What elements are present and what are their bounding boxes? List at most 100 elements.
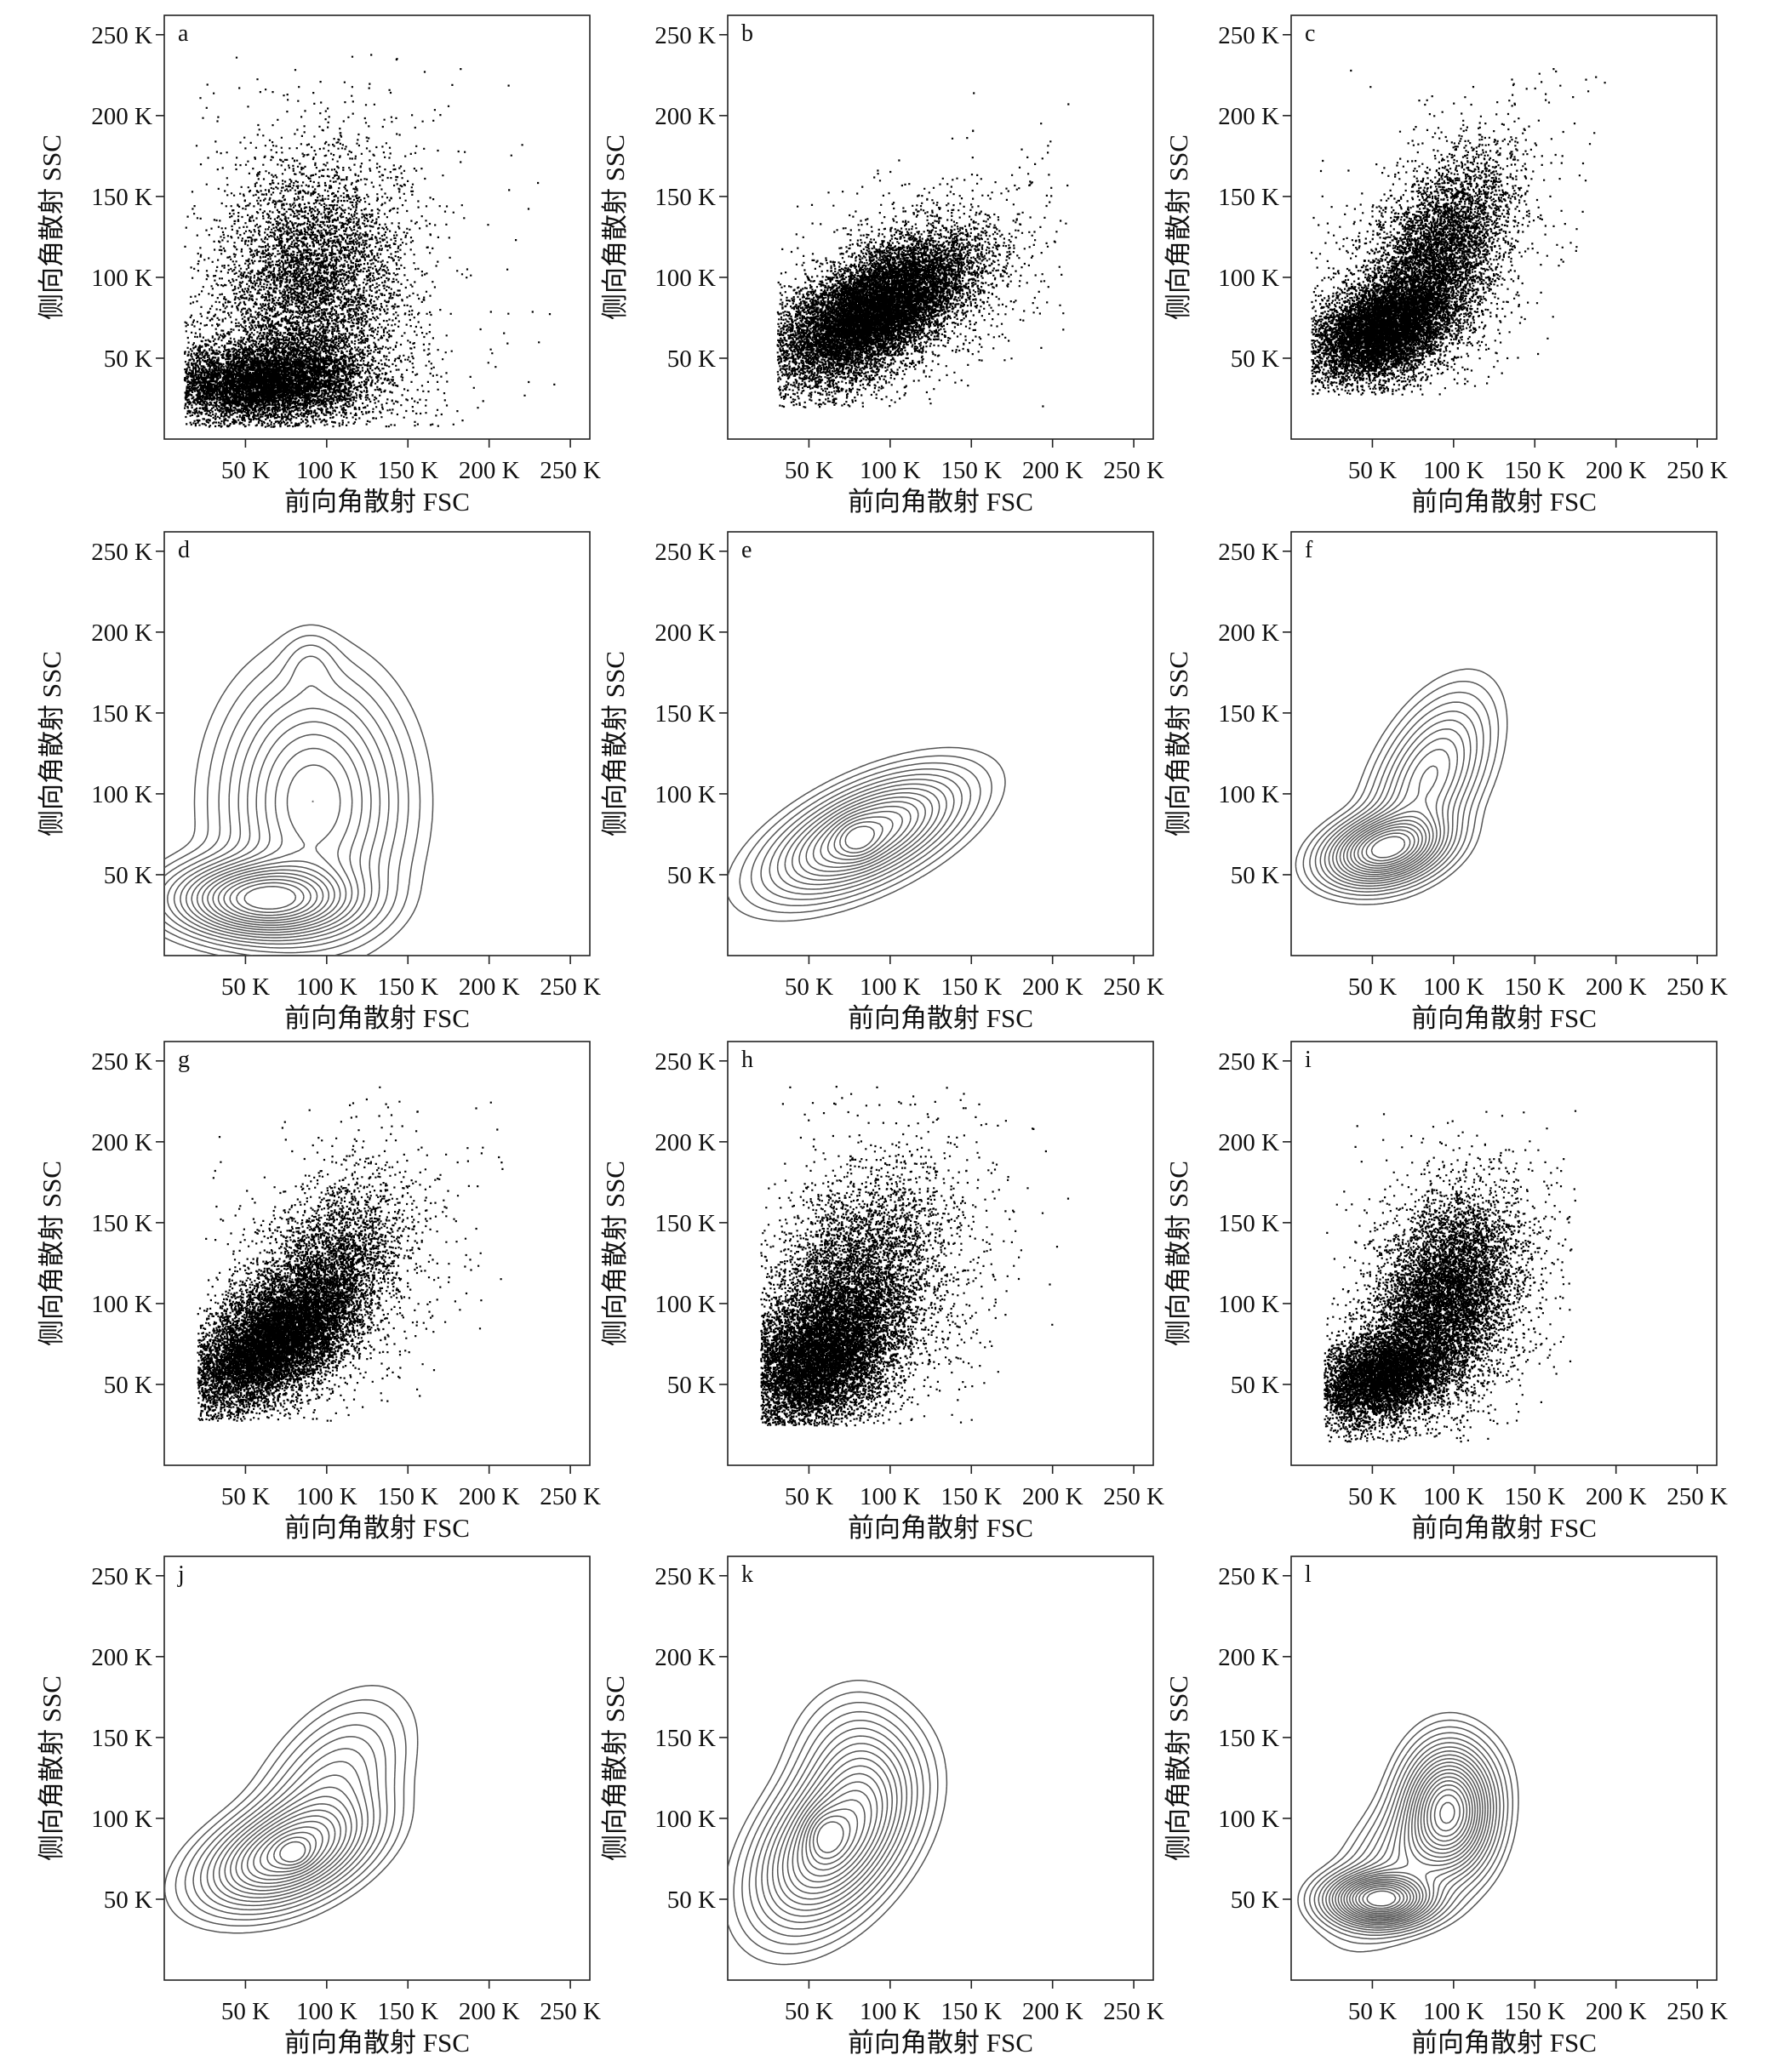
x-tick-label: 200 K: [1586, 1998, 1647, 2025]
plot-marks: [760, 1086, 1070, 1427]
plot-frame: [163, 531, 591, 956]
contour-line: [797, 1781, 878, 1883]
scatter-points: [183, 54, 556, 428]
contour-line: [728, 1680, 948, 1966]
x-axis-title: 前向角散射 FSC: [1411, 1003, 1597, 1033]
x-tick-label: 100 K: [296, 1998, 357, 2025]
contour-line: [167, 685, 390, 945]
x-axis-title: 前向角散射 FSC: [284, 2028, 470, 2058]
contour-line: [1337, 1761, 1484, 1922]
x-tick-label: 200 K: [1022, 1998, 1083, 2025]
x-tick-label: 50 K: [221, 1998, 270, 2025]
x-tick-label: 150 K: [377, 1483, 438, 1510]
contour-line: [164, 655, 399, 949]
y-tick-label: 100 K: [1218, 265, 1279, 292]
contour-line: [1328, 728, 1465, 884]
x-tick-label: 50 K: [221, 1483, 270, 1510]
x-tick-label: 100 K: [296, 973, 357, 1001]
contour-line: [243, 886, 297, 910]
contour-line: [1346, 1772, 1476, 1918]
y-tick-label: 100 K: [1218, 781, 1279, 808]
contour-line: [1318, 1737, 1501, 1933]
x-tick-label: 150 K: [1504, 457, 1565, 484]
x-tick-label: 150 K: [377, 1998, 438, 2025]
y-tick-label: 100 K: [655, 265, 716, 292]
x-tick-label: 200 K: [459, 457, 520, 484]
x-tick-label: 200 K: [1586, 457, 1647, 484]
contour-line: [164, 644, 409, 954]
contour-line: [1323, 719, 1472, 887]
y-tick-label: 200 K: [1218, 1644, 1279, 1671]
y-tick-label: 50 K: [1231, 1886, 1279, 1914]
y-tick-label: 200 K: [655, 1129, 716, 1156]
y-axis-title: 侧向角散射 SSC: [37, 1161, 66, 1346]
y-axis-title: 侧向角散射 SSC: [600, 651, 630, 836]
x-tick-label: 150 K: [1504, 973, 1565, 1001]
x-tick-label: 150 K: [940, 973, 1002, 1001]
x-tick-label: 150 K: [940, 1483, 1002, 1510]
contour-line: [229, 878, 312, 916]
y-tick-label: 50 K: [667, 1372, 716, 1399]
y-tick-label: 100 K: [91, 1291, 152, 1318]
contour-line: [1340, 1765, 1481, 1921]
contour-line: [741, 1701, 931, 1945]
contour-line: [1346, 815, 1431, 873]
contour-line: [191, 747, 353, 933]
contour-line: [820, 805, 912, 865]
x-tick-label: 250 K: [1667, 457, 1728, 484]
contour-line: [812, 1815, 851, 1859]
panel-letter: c: [1305, 20, 1315, 47]
panel-letter: g: [178, 1047, 190, 1073]
y-tick-label: 250 K: [91, 539, 152, 566]
contour-line: [192, 1724, 388, 1915]
panel-i: i 50 K 100 K 150 K 200 K 250 K 50 K 100 K 150 K 2…: [1163, 1041, 1728, 1543]
x-tick-label: 50 K: [221, 457, 270, 484]
contour-line: [218, 1774, 363, 1898]
contour-line: [1303, 1719, 1514, 1944]
y-axis-title: 侧向角散射 SSC: [37, 1675, 66, 1861]
contour-line: [1325, 1746, 1495, 1929]
scatter-points: [1311, 68, 1606, 396]
plot-marks: [1311, 68, 1606, 396]
plot-marks: [728, 1680, 948, 1966]
x-tick-label: 100 K: [1423, 1998, 1484, 2025]
x-tick-label: 100 K: [860, 457, 921, 484]
contour-line: [826, 810, 904, 860]
contour-line: [1362, 1794, 1461, 1909]
y-tick-label: 200 K: [655, 619, 716, 647]
contour-line: [1319, 711, 1478, 890]
contour-line: [180, 721, 372, 939]
x-axis-title: 前向角散射 FSC: [848, 1003, 1033, 1033]
scatter-points: [197, 1086, 504, 1422]
x-axis-title: 前向角散射 FSC: [1411, 1513, 1597, 1543]
contour-line: [1309, 1726, 1509, 1940]
contour-line: [1361, 829, 1415, 865]
contour-line: [266, 1831, 317, 1869]
contour-line: [212, 1761, 369, 1903]
contour-line: [241, 1809, 341, 1885]
contour-line: [761, 1727, 913, 1923]
plot-frame: [163, 1041, 591, 1466]
y-tick-label: 200 K: [91, 1644, 152, 1671]
contour-line: [173, 707, 381, 942]
x-tick-label: 250 K: [540, 973, 601, 1001]
contour-line: [1302, 680, 1500, 900]
panel-a: a 50 K 100 K 150 K 200 K 250 K 50 K 100 K 150 K 2…: [37, 14, 601, 517]
contour-line: [246, 1815, 336, 1881]
contour-line: [1343, 1768, 1478, 1919]
contour-line: [174, 1698, 407, 1927]
contour-line: [1358, 1789, 1465, 1911]
contour-line: [1295, 668, 1508, 905]
y-tick-label: 250 K: [91, 1563, 152, 1590]
contour-line: [206, 1748, 374, 1907]
x-tick-label: 50 K: [785, 973, 833, 1001]
y-tick-label: 250 K: [655, 539, 716, 566]
contour-line: [199, 1736, 381, 1911]
y-tick-label: 200 K: [91, 103, 152, 130]
panel-c: c 50 K 100 K 150 K 200 K 250 K 50 K 100 K 150 K 2…: [1163, 14, 1728, 517]
y-tick-label: 200 K: [655, 103, 716, 130]
y-tick-label: 50 K: [1231, 1372, 1279, 1399]
x-tick-label: 100 K: [296, 457, 357, 484]
contour-line: [812, 801, 919, 868]
contour-line: [809, 1808, 859, 1865]
